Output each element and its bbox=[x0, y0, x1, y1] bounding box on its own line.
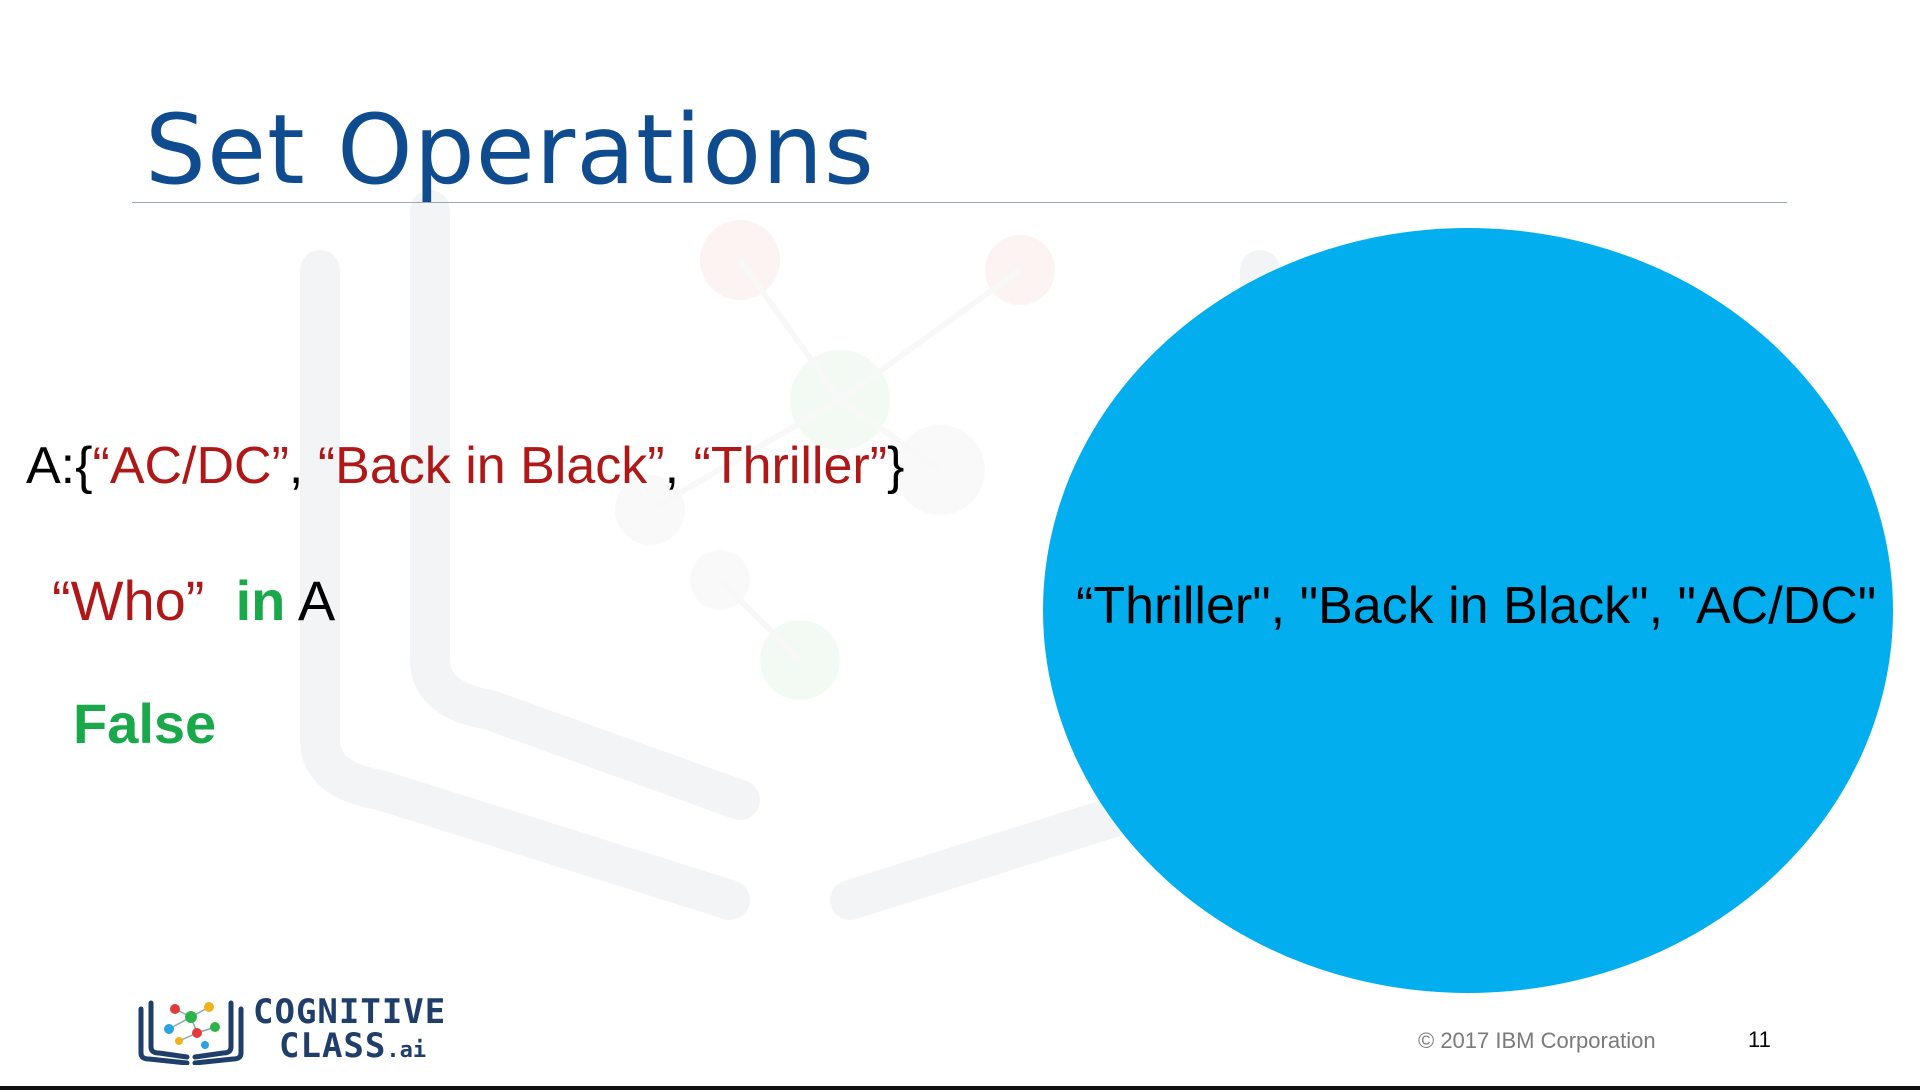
set-suffix: } bbox=[887, 437, 905, 495]
query-set-name: A bbox=[297, 569, 336, 632]
page-number: 11 bbox=[1748, 1027, 1771, 1052]
copyright-notice: © 2017 IBM Corporation bbox=[1418, 1028, 1656, 1053]
logo-class: CLASS bbox=[279, 1026, 387, 1066]
query-value: “Who” bbox=[52, 569, 205, 632]
query-result: False bbox=[73, 692, 217, 755]
title-divider bbox=[132, 202, 1787, 203]
venn-circle-label: “Thriller", "Back in Black", "AC/DC" bbox=[1076, 577, 1877, 635]
set-separator: , bbox=[664, 437, 694, 495]
logo-ai-suffix: .ai bbox=[386, 1038, 427, 1063]
venn-circle-a bbox=[1043, 228, 1893, 993]
set-item-thriller: “Thriller” bbox=[693, 437, 888, 495]
logo-line1: COGNITIVE bbox=[253, 992, 447, 1032]
set-separator: , bbox=[288, 437, 318, 495]
query-operator: in bbox=[235, 569, 286, 632]
book-network-icon bbox=[138, 1000, 244, 1065]
logo-line2: CLASS.ai bbox=[253, 1029, 446, 1068]
set-definition: A:{“AC/DC”, “Back in Black”, “Thriller”} bbox=[26, 437, 905, 495]
bottom-border bbox=[0, 1086, 1920, 1090]
membership-query: “Who” in A bbox=[52, 570, 335, 632]
set-item-back-in-black: “Back in Black” bbox=[317, 437, 665, 495]
cognitive-class-logo: COGNITIVE CLASS.ai bbox=[135, 995, 445, 1070]
logo-wordmark: COGNITIVE CLASS.ai bbox=[253, 995, 446, 1068]
slide-title: Set Operations bbox=[145, 94, 875, 206]
set-prefix: A:{ bbox=[26, 437, 93, 495]
set-item-acdc: “AC/DC” bbox=[92, 437, 289, 495]
